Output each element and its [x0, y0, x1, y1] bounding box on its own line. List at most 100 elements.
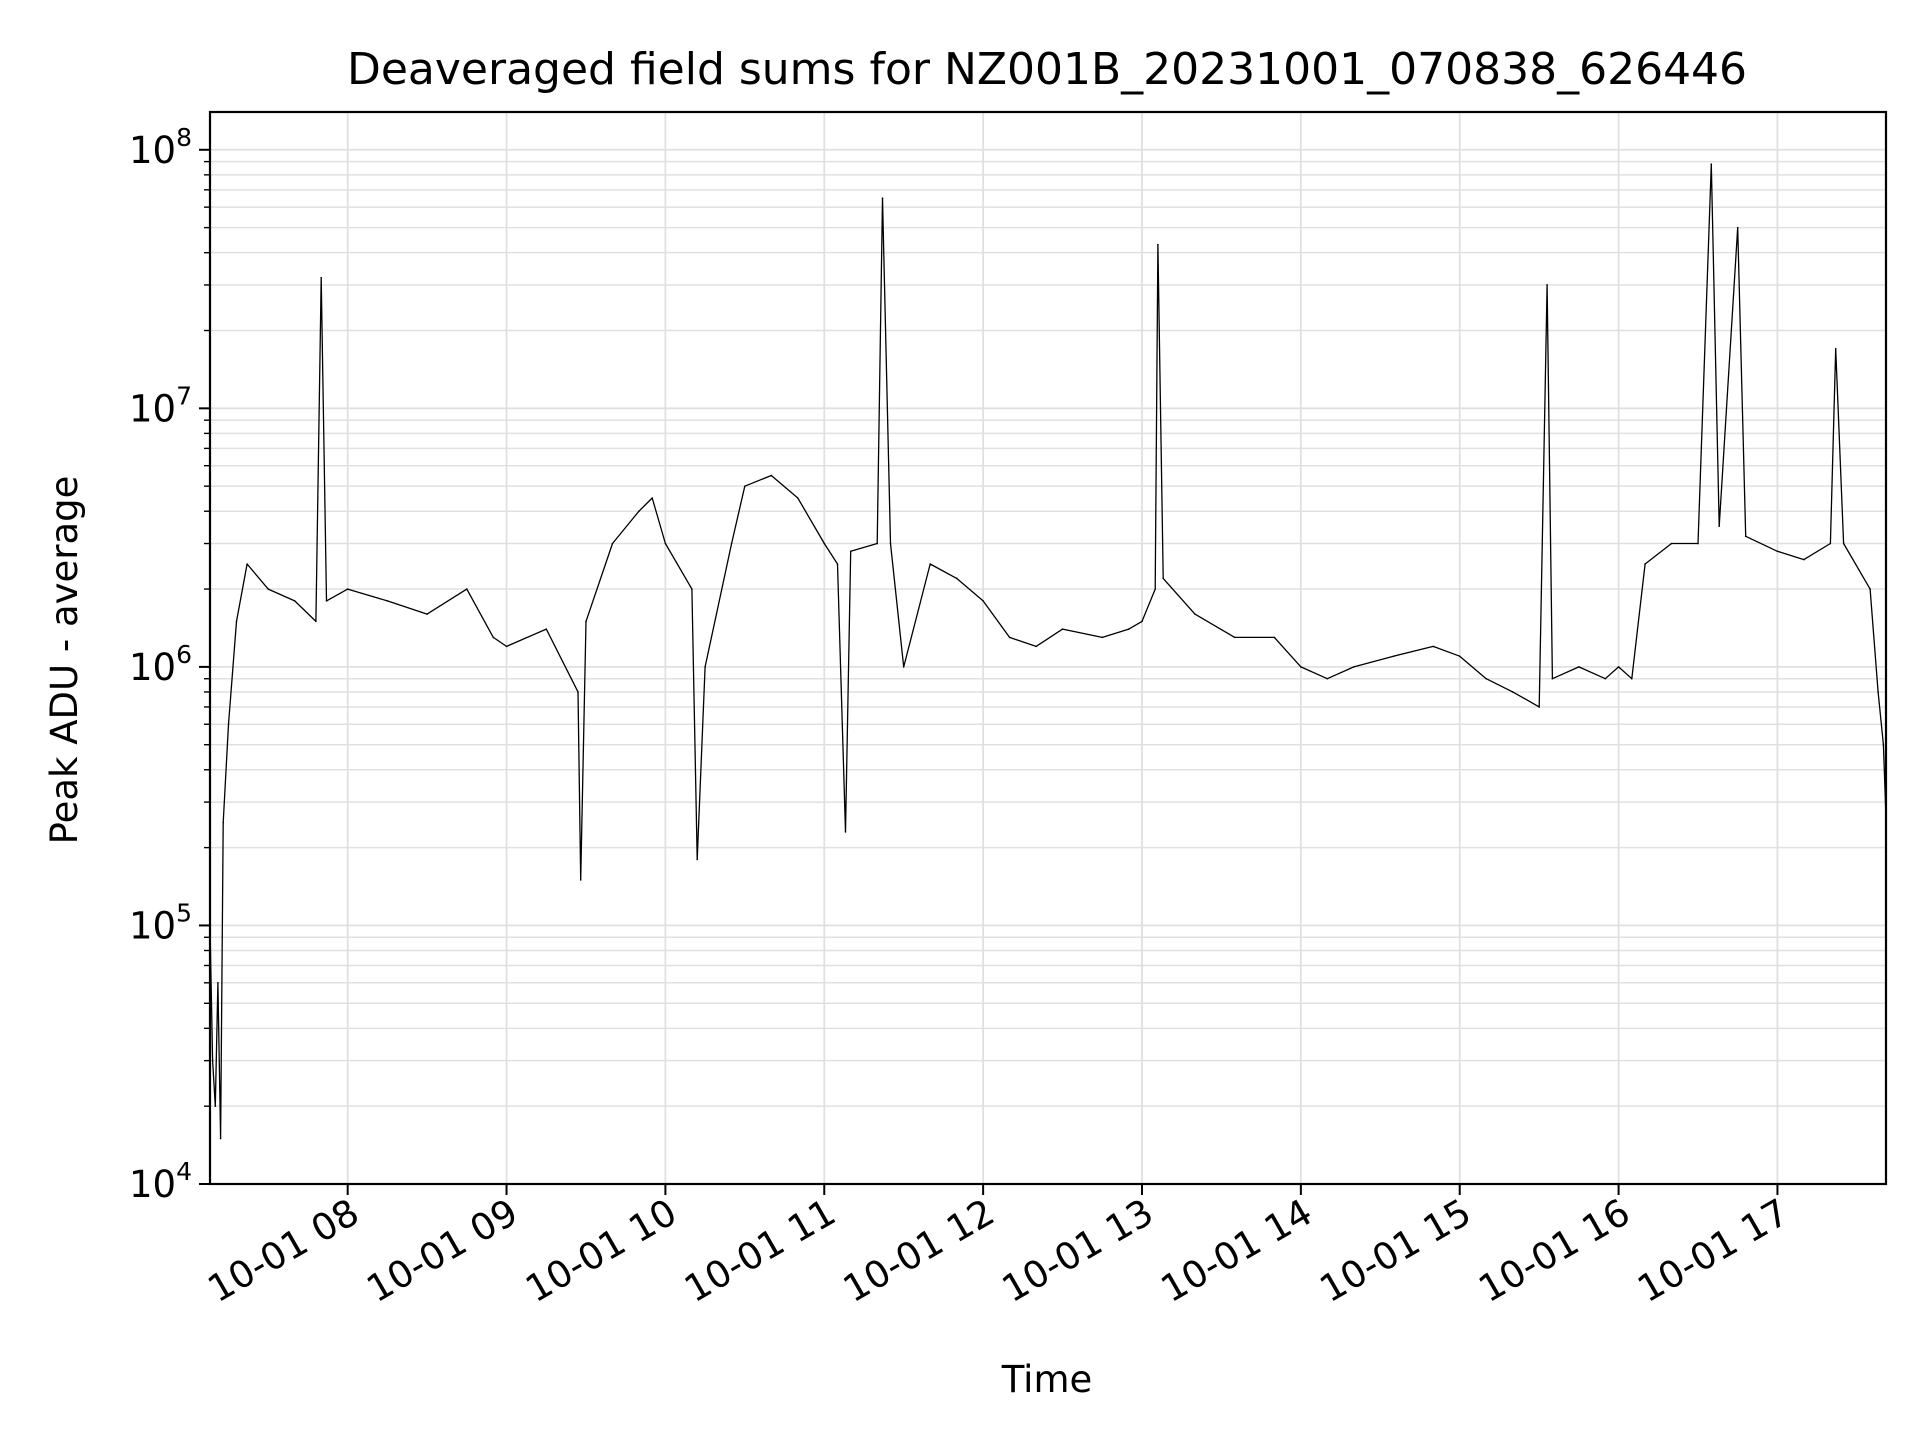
- data-point: [651, 497, 653, 499]
- y-axis-label: Peak ADU - average: [43, 476, 86, 845]
- data-point: [1829, 542, 1832, 545]
- y-tick-label: 106: [129, 640, 192, 689]
- data-point: [744, 485, 746, 487]
- data-point: [1101, 636, 1104, 639]
- data-point: [696, 858, 698, 861]
- data-point: [844, 831, 847, 833]
- data-point: [325, 600, 328, 602]
- data-point: [1718, 525, 1720, 528]
- data-point: [579, 879, 582, 881]
- grid: [210, 112, 1886, 1185]
- data-point: [346, 588, 349, 590]
- data-point: [876, 542, 879, 545]
- data-point: [1882, 743, 1885, 746]
- data-point: [770, 474, 773, 477]
- data-point: [1127, 628, 1130, 630]
- data-point: [1869, 588, 1871, 590]
- data-point: [1776, 550, 1779, 553]
- data-point: [1744, 535, 1747, 538]
- data-point: [1670, 542, 1673, 545]
- data-point: [881, 197, 884, 199]
- data-point: [217, 982, 219, 984]
- data-point: [1194, 613, 1196, 615]
- chart-title: Deaveraged field sums for NZ001B_2023100…: [347, 44, 1747, 95]
- data-point: [796, 497, 799, 499]
- data-point: [235, 620, 238, 623]
- data-point: [293, 600, 296, 602]
- data-point: [1162, 577, 1164, 580]
- data-point: [1803, 558, 1805, 561]
- data-point: [849, 550, 852, 553]
- data-point: [1710, 163, 1713, 165]
- data-point: [1551, 677, 1554, 680]
- data-point: [211, 1059, 214, 1062]
- data-point: [1273, 636, 1276, 639]
- y-tick-label: 107: [129, 381, 192, 430]
- data-point: [1511, 691, 1514, 693]
- plot-frame: [208, 110, 1888, 1186]
- series-group: [209, 163, 1887, 1140]
- data-point: [492, 636, 495, 639]
- data-point: [1842, 542, 1845, 545]
- data-point: [823, 542, 826, 545]
- data-point: [1392, 655, 1395, 657]
- data-point: [889, 542, 892, 545]
- data-point: [1458, 655, 1461, 657]
- data-point: [982, 600, 984, 602]
- data-point: [386, 600, 389, 602]
- data-point: [1326, 677, 1329, 680]
- data-point: [691, 588, 693, 590]
- data-point: [1300, 666, 1302, 668]
- data-point: [902, 666, 905, 668]
- data-point: [227, 723, 230, 726]
- data-point: [955, 577, 958, 580]
- data-point: [1877, 691, 1879, 693]
- data-point: [505, 645, 508, 648]
- data-point: [1736, 226, 1739, 229]
- data-point: [1546, 284, 1548, 286]
- y-tick-label: 105: [129, 898, 192, 947]
- data-point: [611, 542, 614, 545]
- y-axis: 104 105 106 107 108: [129, 123, 210, 1206]
- data-point: [585, 620, 587, 623]
- data-point: [545, 628, 548, 630]
- data-point: [1061, 628, 1064, 630]
- data-point: [704, 666, 706, 668]
- data-point: [664, 542, 667, 545]
- data-point: [1154, 588, 1157, 590]
- data-point: [1617, 666, 1620, 668]
- data-point: [219, 1137, 222, 1140]
- data-point: [1644, 563, 1646, 565]
- data-point: [836, 563, 839, 565]
- data-point: [1631, 677, 1633, 680]
- data-point: [1578, 666, 1580, 668]
- data-point: [320, 276, 323, 279]
- data-point: [315, 620, 317, 623]
- data-point: [1485, 677, 1487, 680]
- data-point: [638, 510, 640, 513]
- data-point: [1538, 706, 1540, 708]
- data-point: [577, 691, 579, 693]
- data-point: [267, 588, 270, 590]
- data-point: [1353, 666, 1355, 668]
- data-point: [1604, 677, 1607, 680]
- y-tick-label: 108: [129, 123, 192, 172]
- data-point: [1432, 645, 1435, 648]
- data-point: [1157, 243, 1159, 246]
- data-point: [730, 542, 733, 545]
- data-point: [929, 563, 931, 565]
- data-point: [1233, 636, 1236, 639]
- data-point: [1035, 645, 1037, 648]
- data-point: [246, 563, 248, 565]
- data-point: [1008, 636, 1011, 639]
- x-axis-label: Time: [1001, 1358, 1093, 1401]
- data-point: [426, 613, 428, 615]
- data-point: [1141, 620, 1143, 623]
- data-point: [214, 1105, 217, 1107]
- data-point: [466, 588, 468, 590]
- y-tick-label: 104: [129, 1157, 192, 1206]
- data-point: [222, 821, 225, 824]
- data-point: [1697, 542, 1699, 545]
